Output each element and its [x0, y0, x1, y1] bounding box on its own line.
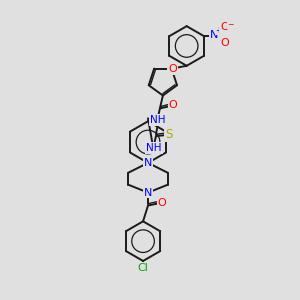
Text: O: O	[168, 64, 177, 74]
Text: O: O	[220, 38, 229, 48]
Text: O: O	[158, 197, 166, 208]
Text: N: N	[209, 30, 218, 40]
Text: +: +	[215, 26, 222, 34]
Text: N: N	[144, 188, 152, 198]
Text: N: N	[144, 158, 152, 168]
Text: NH: NH	[150, 115, 166, 125]
Text: O: O	[168, 100, 177, 110]
Text: −: −	[227, 20, 234, 29]
Text: NH: NH	[146, 143, 162, 153]
Text: Cl: Cl	[138, 263, 148, 273]
Text: O: O	[220, 22, 229, 32]
Text: S: S	[165, 128, 172, 141]
